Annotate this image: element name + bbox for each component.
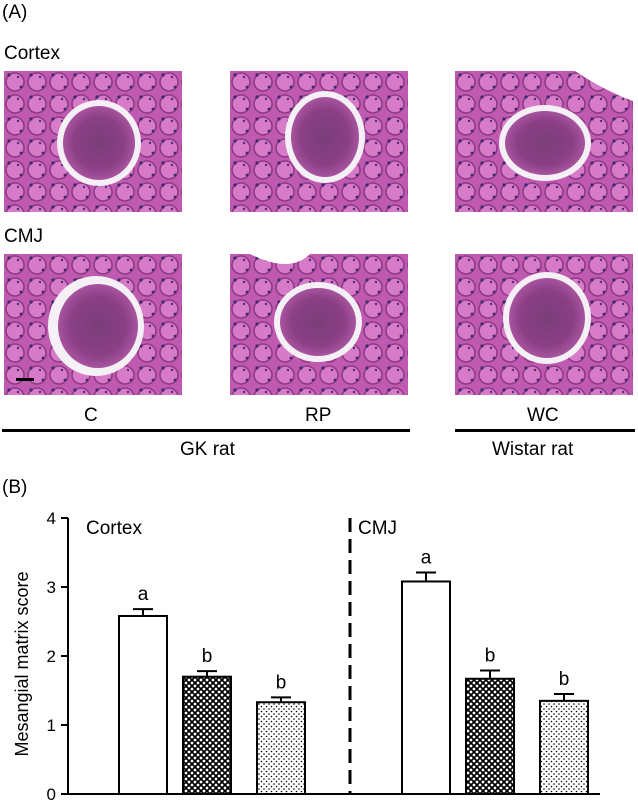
gk-rat-bracket	[2, 429, 410, 432]
column-label-rp: RP	[305, 405, 332, 426]
column-label-c: C	[84, 405, 98, 426]
y-tick-label: 2	[47, 647, 56, 666]
bar	[401, 580, 451, 796]
bar-chart: 0 1 2 3 4 Mesangial matrix score Cortex CMJ a a b…	[12, 509, 600, 802]
bar	[539, 699, 589, 796]
micrograph-cortex-c	[4, 71, 182, 212]
bar	[465, 677, 515, 796]
y-tick-label: 3	[47, 578, 56, 597]
significance-letter: b	[202, 646, 213, 667]
significance-letter: a	[421, 548, 432, 569]
y-axis-title: Mesangial matrix score	[12, 571, 32, 756]
row-label-cmj: CMJ	[4, 226, 44, 247]
significance-letter: a	[138, 584, 149, 605]
y-tick-label: 0	[47, 785, 56, 802]
group-label-wistar-rat: Wistar rat	[492, 439, 574, 460]
y-tick-label: 1	[47, 716, 56, 735]
panel-b-label: (B)	[2, 477, 28, 498]
section-label: Cortex	[86, 518, 142, 539]
group-label-gk-rat: GK rat	[180, 439, 235, 460]
bar	[182, 675, 232, 795]
micrograph-cmj-wc	[455, 254, 633, 395]
column-label-wc: WC	[527, 405, 559, 426]
section-label: CMJ	[358, 518, 397, 539]
micrograph-cortex-wc	[455, 71, 633, 212]
panel-a-label: (A)	[2, 2, 28, 23]
micrograph-cortex-rp	[230, 71, 408, 212]
bar	[118, 614, 168, 796]
wistar-rat-bracket	[455, 429, 635, 432]
bar	[256, 701, 306, 795]
micrograph-cmj-rp	[230, 254, 408, 395]
micrograph-cmj-c	[4, 254, 182, 395]
significance-letter: b	[559, 669, 570, 690]
significance-letter: b	[276, 672, 287, 693]
significance-letter: b	[485, 645, 496, 666]
y-tick-label: 4	[47, 509, 56, 528]
row-label-cortex: Cortex	[4, 43, 60, 64]
